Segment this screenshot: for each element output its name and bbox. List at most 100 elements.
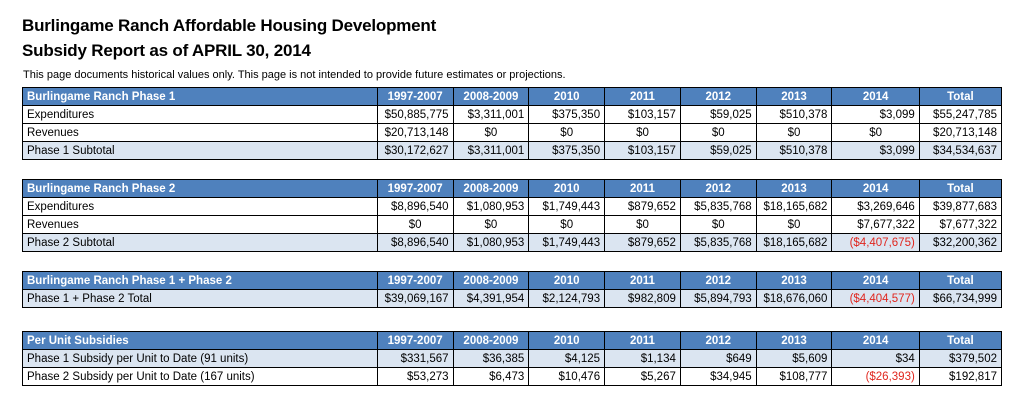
cell-value: $1,134 xyxy=(604,349,681,368)
disclaimer-note: This page documents historical values on… xyxy=(23,69,566,81)
cell-value: $5,835,768 xyxy=(679,197,757,216)
column-header: 1997-2007 xyxy=(376,331,454,350)
cell-value: $3,311,001 xyxy=(452,105,530,124)
column-header: 2008-2009 xyxy=(452,179,530,198)
cell-value: $375,350 xyxy=(528,105,606,124)
column-header: 2012 xyxy=(679,271,757,290)
cell-value: $3,269,646 xyxy=(831,197,920,216)
cell-value: $30,172,627 xyxy=(376,141,454,160)
column-header: 2011 xyxy=(604,331,681,350)
column-header: 1997-2007 xyxy=(376,179,454,198)
column-header: 2014 xyxy=(831,271,920,290)
table-header-row: Burlingame Ranch Phase 1 + Phase 2 1997-2… xyxy=(22,271,1003,290)
cell-value: $0 xyxy=(452,215,530,234)
report-subtitle: Subsidy Report as of APRIL 30, 2014 xyxy=(22,41,311,60)
row-label: Expenditures xyxy=(22,105,378,124)
table-row: Revenues $0 $0 $0 $0 $0 $0 $7,677,322 $7,677,322 xyxy=(22,215,1003,234)
cell-value: $879,652 xyxy=(604,197,681,216)
row-label: Revenues xyxy=(22,215,378,234)
row-label: Phase 1 Subtotal xyxy=(22,141,378,160)
cell-value: $66,734,999 xyxy=(918,289,1003,308)
cell-value: $34,945 xyxy=(679,367,757,386)
cell-value: $5,609 xyxy=(755,349,833,368)
cell-value: $879,652 xyxy=(604,233,681,252)
cell-value: $7,677,322 xyxy=(918,215,1003,234)
cell-value: $982,809 xyxy=(604,289,681,308)
column-header: 2014 xyxy=(831,179,920,198)
cell-value: $8,896,540 xyxy=(376,197,454,216)
cell-value: $55,247,785 xyxy=(918,105,1003,124)
cell-value: $0 xyxy=(755,215,833,234)
table-3: Burlingame Ranch Phase 1 + Phase 2 1997-2… xyxy=(22,271,1003,308)
table-4: Per Unit Subsidies 1997-2007 2008-2009 2010… xyxy=(22,331,1003,386)
cell-value: $331,567 xyxy=(376,349,454,368)
cell-value: $39,069,167 xyxy=(376,289,454,308)
cell-value: $0 xyxy=(604,123,681,142)
cell-value: $0 xyxy=(679,123,757,142)
row-label: Revenues xyxy=(22,123,378,142)
row-label: Phase 1 + Phase 2 Total xyxy=(22,289,378,308)
cell-value: $59,025 xyxy=(679,141,757,160)
cell-value: ($4,407,675) xyxy=(831,233,920,252)
table-row: Expenditures $8,896,540 $1,080,953 $1,749,4… xyxy=(22,197,1003,216)
cell-value: $0 xyxy=(376,215,454,234)
cell-value: $7,677,322 xyxy=(831,215,920,234)
cell-value: $108,777 xyxy=(755,367,833,386)
cell-value: $59,025 xyxy=(679,105,757,124)
column-header: 2014 xyxy=(831,87,920,106)
column-header: 2008-2009 xyxy=(452,271,530,290)
cell-value: $0 xyxy=(679,215,757,234)
cell-value: $0 xyxy=(528,123,606,142)
column-header: Total xyxy=(918,179,1003,198)
table-row: Phase 1 + Phase 2 Total $39,069,167 $4,391… xyxy=(22,289,1003,308)
cell-value: $103,157 xyxy=(604,141,681,160)
cell-value: $5,835,768 xyxy=(679,233,757,252)
cell-value: $18,165,682 xyxy=(755,197,833,216)
column-header: 2011 xyxy=(604,87,681,106)
table-header-row: Burlingame Ranch Phase 2 1997-2007 2008-20… xyxy=(22,179,1003,198)
column-header: 2012 xyxy=(679,179,757,198)
row-label: Phase 2 Subtotal xyxy=(22,233,378,252)
cell-value: $10,476 xyxy=(528,367,606,386)
column-header: 2013 xyxy=(755,87,833,106)
cell-value: $34,534,637 xyxy=(918,141,1003,160)
cell-value: $379,502 xyxy=(918,349,1003,368)
cell-value: $53,273 xyxy=(376,367,454,386)
column-header: Total xyxy=(918,87,1003,106)
column-header: 2011 xyxy=(604,271,681,290)
column-header: 2010 xyxy=(528,271,606,290)
cell-value: $20,713,148 xyxy=(376,123,454,142)
column-header: Total xyxy=(918,271,1003,290)
table-row: Phase 1 Subtotal $30,172,627 $3,311,001 $37… xyxy=(22,141,1003,160)
cell-value: $18,165,682 xyxy=(755,233,833,252)
table-row: Phase 2 Subsidy per Unit to Date (167 un… xyxy=(22,367,1003,386)
row-label: Expenditures xyxy=(22,197,378,216)
cell-value: $20,713,148 xyxy=(918,123,1003,142)
cell-value: $103,157 xyxy=(604,105,681,124)
cell-value: $4,125 xyxy=(528,349,606,368)
table-row: Phase 1 Subsidy per Unit to Date (91 uni… xyxy=(22,349,1003,368)
column-header: Total xyxy=(918,331,1003,350)
cell-value: $18,676,060 xyxy=(755,289,833,308)
cell-value: $0 xyxy=(831,123,920,142)
table-heading: Burlingame Ranch Phase 2 xyxy=(22,179,378,198)
cell-value: $1,749,443 xyxy=(528,197,606,216)
cell-value: $36,385 xyxy=(452,349,530,368)
column-header: 2010 xyxy=(528,331,606,350)
cell-value: $0 xyxy=(528,215,606,234)
column-header: 1997-2007 xyxy=(376,87,454,106)
cell-value: $1,749,443 xyxy=(528,233,606,252)
table-header-row: Burlingame Ranch Phase 1 1997-2007 2008-20… xyxy=(22,87,1003,106)
cell-value: $510,378 xyxy=(755,105,833,124)
column-header: 2010 xyxy=(528,87,606,106)
table-heading: Burlingame Ranch Phase 1 + Phase 2 xyxy=(22,271,378,290)
table-2: Burlingame Ranch Phase 2 1997-2007 2008-20… xyxy=(22,179,1003,252)
cell-value: $192,817 xyxy=(918,367,1003,386)
cell-value: $3,311,001 xyxy=(452,141,530,160)
column-header: 2014 xyxy=(831,331,920,350)
cell-value: $0 xyxy=(755,123,833,142)
cell-value: $3,099 xyxy=(831,105,920,124)
cell-value: $34 xyxy=(831,349,920,368)
cell-value: $39,877,683 xyxy=(918,197,1003,216)
column-header: 2011 xyxy=(604,179,681,198)
